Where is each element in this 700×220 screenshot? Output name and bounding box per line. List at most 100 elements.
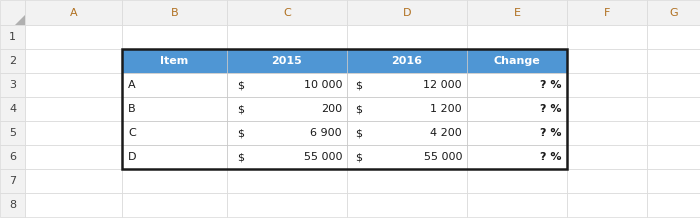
Text: D: D (402, 7, 412, 18)
Text: 12 000: 12 000 (424, 80, 462, 90)
Bar (347, 121, 467, 145)
Bar (0, 0, 25, 25)
Text: E: E (514, 7, 521, 18)
Bar (122, 49, 227, 73)
Text: 7: 7 (9, 176, 16, 186)
Text: $: $ (237, 152, 244, 162)
Bar (227, 193, 347, 217)
Text: A: A (128, 80, 136, 90)
Text: 55 000: 55 000 (304, 152, 342, 162)
Text: 6 900: 6 900 (310, 128, 342, 138)
Bar (122, 25, 227, 49)
Text: 1 200: 1 200 (430, 104, 462, 114)
Bar (467, 73, 567, 97)
Text: $: $ (355, 128, 362, 138)
Bar (647, 97, 700, 121)
Bar (467, 97, 567, 121)
Bar (122, 0, 227, 25)
Bar (0, 193, 25, 217)
Bar (227, 0, 347, 25)
Bar (567, 0, 647, 25)
Bar (567, 73, 647, 97)
Text: Item: Item (160, 56, 188, 66)
Bar (467, 0, 567, 25)
Text: 10 000: 10 000 (304, 80, 342, 90)
Bar (227, 73, 347, 97)
Bar (122, 97, 227, 121)
Text: 3: 3 (9, 80, 16, 90)
Bar (647, 169, 700, 193)
Text: ? %: ? % (540, 104, 561, 114)
Bar (347, 49, 467, 73)
Text: $: $ (237, 80, 244, 90)
Bar (122, 145, 227, 169)
Text: 4: 4 (9, 104, 16, 114)
Bar (347, 97, 467, 121)
Bar (227, 49, 347, 73)
Bar (25, 97, 122, 121)
Bar (122, 169, 227, 193)
Text: 5: 5 (9, 128, 16, 138)
Bar (467, 145, 567, 169)
Bar (122, 121, 227, 145)
Bar (467, 121, 567, 145)
Bar (467, 193, 567, 217)
Bar (467, 25, 567, 49)
Text: 55 000: 55 000 (424, 152, 462, 162)
Bar (227, 49, 347, 73)
Bar (0, 25, 25, 49)
Bar (647, 193, 700, 217)
Bar (122, 121, 227, 145)
Bar (467, 73, 567, 97)
Text: 6: 6 (9, 152, 16, 162)
Text: 8: 8 (9, 200, 16, 210)
Bar (25, 73, 122, 97)
Text: $: $ (237, 104, 244, 114)
Bar (347, 145, 467, 169)
Bar (347, 25, 467, 49)
Bar (567, 121, 647, 145)
Bar (25, 145, 122, 169)
Bar (347, 121, 467, 145)
Bar (567, 49, 647, 73)
Bar (25, 169, 122, 193)
Bar (227, 121, 347, 145)
Bar (467, 49, 567, 73)
Text: C: C (283, 7, 291, 18)
Text: ? %: ? % (540, 152, 561, 162)
Bar (227, 97, 347, 121)
Bar (122, 73, 227, 97)
Bar (0, 97, 25, 121)
Text: B: B (171, 7, 178, 18)
Bar (347, 0, 467, 25)
Bar (0, 121, 25, 145)
Bar (347, 73, 467, 97)
Bar (647, 49, 700, 73)
Text: $: $ (355, 152, 362, 162)
Bar (122, 49, 227, 73)
Bar (467, 169, 567, 193)
Bar (122, 49, 567, 169)
Bar (122, 145, 227, 169)
Bar (347, 97, 467, 121)
Text: B: B (128, 104, 136, 114)
Text: A: A (70, 7, 77, 18)
Bar (347, 145, 467, 169)
Bar (567, 169, 647, 193)
Bar (0, 73, 25, 97)
Bar (647, 145, 700, 169)
Text: 200: 200 (321, 104, 342, 114)
Bar (0, 169, 25, 193)
Bar (347, 193, 467, 217)
Text: 4 200: 4 200 (430, 128, 462, 138)
Text: 1: 1 (9, 32, 16, 42)
Bar (227, 97, 347, 121)
Text: F: F (604, 7, 610, 18)
Text: 2: 2 (9, 56, 16, 66)
Bar (122, 193, 227, 217)
Bar (122, 73, 227, 97)
Bar (347, 49, 467, 73)
Bar (0, 145, 25, 169)
Bar (567, 193, 647, 217)
Bar (227, 25, 347, 49)
